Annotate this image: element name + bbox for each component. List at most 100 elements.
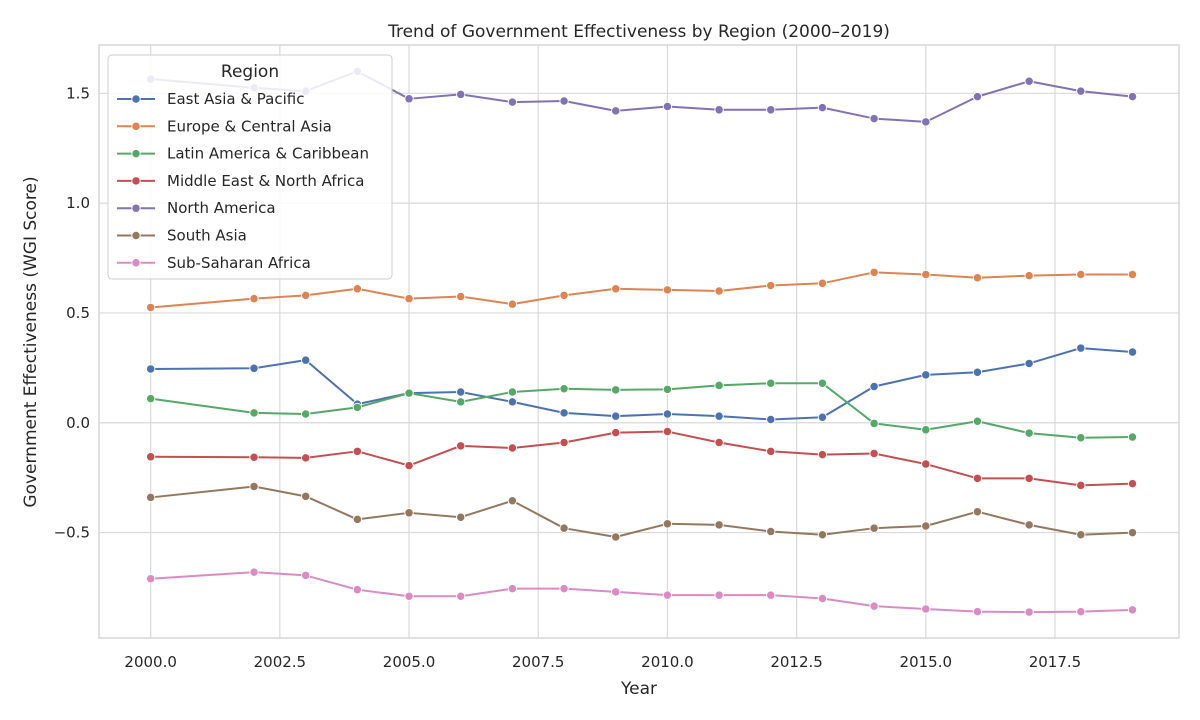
data-point [146, 302, 156, 313]
legend-label: East Asia & Pacific [167, 90, 304, 108]
data-point [817, 102, 828, 113]
data-point [352, 514, 363, 525]
data-point [972, 416, 983, 426]
data-point [766, 526, 776, 537]
data-point [404, 94, 414, 104]
data-point [507, 443, 518, 453]
data-point [921, 370, 931, 380]
data-point [1127, 91, 1138, 102]
data-point [301, 409, 311, 419]
data-point [1076, 86, 1086, 96]
data-point [662, 101, 673, 112]
x-tick-label: 2005.0 [383, 653, 436, 671]
chart-title: Trend of Government Effectiveness by Reg… [387, 22, 890, 42]
data-point [662, 384, 673, 395]
data-point [559, 384, 569, 394]
legend-label: Sub-Saharan Africa [167, 254, 311, 272]
y-tick-label: 1.5 [66, 84, 90, 102]
legend-swatch-marker [131, 94, 141, 104]
data-point [1076, 343, 1086, 353]
data-point [1127, 478, 1138, 489]
data-point [456, 591, 466, 601]
data-point [507, 496, 518, 506]
data-point [352, 446, 363, 456]
legend-swatch-marker [131, 258, 141, 268]
data-point [1076, 530, 1086, 540]
legend-label: Latin America & Caribbean [167, 145, 369, 163]
data-point [301, 453, 311, 463]
data-point [1076, 433, 1086, 443]
data-point [1076, 606, 1086, 617]
y-tick-label: 1.0 [66, 194, 90, 212]
data-point [1127, 527, 1138, 538]
legend-item: Latin America & Caribbean [117, 145, 369, 163]
legend-label: North America [167, 199, 276, 217]
data-point [817, 412, 828, 422]
legend-item: Europe & Central Asia [117, 117, 332, 135]
legend-swatch-marker [131, 121, 141, 131]
data-point [456, 89, 466, 100]
data-point [146, 364, 156, 374]
data-point [456, 397, 466, 407]
data-point [817, 378, 828, 388]
data-point [766, 378, 776, 388]
data-point [766, 590, 776, 600]
data-point [766, 280, 776, 291]
data-point [714, 286, 724, 296]
data-point [1076, 269, 1086, 280]
data-point [507, 299, 518, 309]
data-point [611, 106, 621, 116]
data-point [662, 285, 673, 295]
data-point [869, 267, 879, 277]
data-point [301, 491, 311, 501]
data-point [714, 590, 724, 600]
data-point [766, 446, 776, 456]
legend-label: Europe & Central Asia [167, 117, 332, 135]
x-tick-label: 2010.0 [641, 653, 694, 671]
data-point [1076, 480, 1086, 491]
data-point [1127, 347, 1138, 357]
data-point [404, 508, 414, 518]
data-point [301, 570, 311, 581]
data-point [1127, 432, 1138, 442]
data-point [972, 473, 983, 483]
data-point [869, 113, 879, 124]
legend-swatch-marker [131, 176, 141, 186]
data-point [456, 512, 466, 522]
data-point [146, 574, 156, 584]
x-tick-label: 2017.5 [1029, 653, 1082, 671]
data-point [817, 530, 828, 540]
data-point [352, 284, 363, 294]
data-point [714, 105, 724, 115]
legend-item: East Asia & Pacific [117, 90, 304, 108]
data-point [972, 273, 983, 283]
data-point [301, 355, 311, 365]
data-point [662, 590, 673, 600]
data-point [766, 414, 776, 425]
legend-box [107, 54, 393, 280]
data-point [559, 96, 569, 106]
data-point [611, 532, 621, 542]
data-point [714, 437, 724, 448]
data-point [1127, 605, 1138, 615]
data-point [611, 411, 621, 421]
data-point [972, 91, 983, 102]
data-point [1024, 270, 1034, 281]
data-point [1024, 520, 1034, 530]
x-tick-label: 2000.0 [124, 653, 177, 671]
data-point [1024, 607, 1034, 617]
data-point [404, 591, 414, 601]
data-point [611, 587, 621, 597]
y-tick-label: −0.5 [54, 524, 90, 542]
data-point [714, 411, 724, 421]
data-point [559, 523, 569, 533]
x-tick-label: 2002.5 [254, 653, 307, 671]
data-point [714, 520, 724, 530]
series-5 [146, 481, 1138, 542]
x-tick-label: 2015.0 [900, 653, 953, 671]
data-point [1127, 269, 1138, 280]
data-point [972, 367, 983, 377]
data-point [352, 402, 363, 413]
x-axis-title: Year [620, 679, 657, 699]
